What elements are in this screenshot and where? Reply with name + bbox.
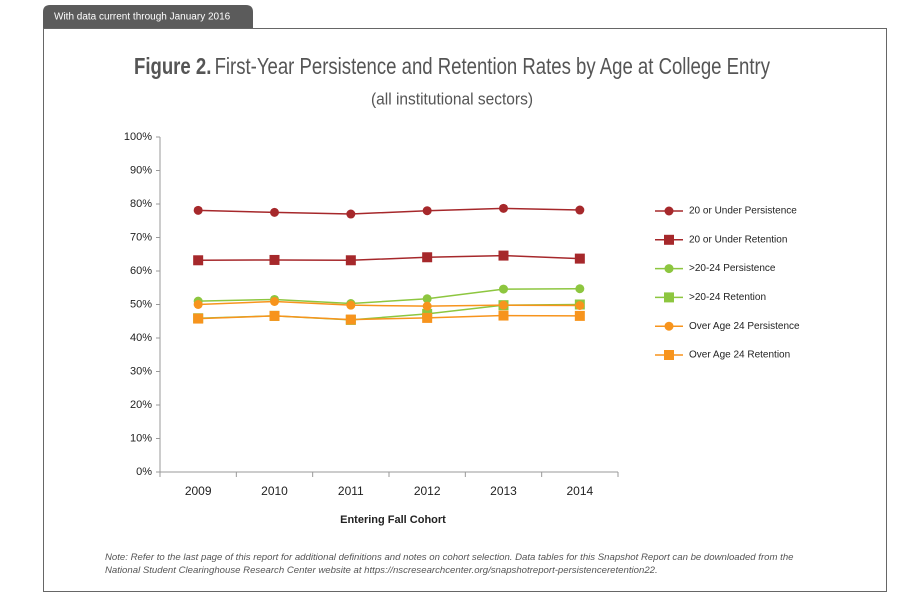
data-point: [574, 310, 585, 321]
series-line: [198, 207, 580, 215]
data-point: [574, 253, 585, 264]
y-tick-label: 60%: [130, 265, 152, 277]
legend-marker: [664, 206, 674, 216]
y-tick-label: 80%: [130, 198, 152, 210]
y-tick-label: 30%: [130, 365, 152, 377]
legend-label: >20-24 Retention: [689, 292, 766, 303]
data-point: [193, 300, 203, 309]
x-tick-label: 2011: [338, 484, 364, 498]
x-tick-label: 2012: [414, 484, 441, 498]
series-line: [198, 303, 580, 321]
data-point: [422, 301, 432, 311]
data-point: [422, 252, 433, 263]
x-axis-label: Entering Fall Cohort: [340, 514, 446, 526]
data-point: [269, 254, 280, 265]
legend-label: >20-24 Persistence: [689, 263, 776, 274]
data-point: [499, 203, 508, 213]
legend-marker: [664, 292, 674, 303]
data-point: [345, 255, 356, 266]
y-tick-label: 50%: [130, 298, 152, 310]
legend-marker: [664, 321, 674, 331]
y-tick-label: 10%: [130, 432, 152, 444]
series-line: [198, 254, 580, 262]
series-line: [198, 300, 580, 307]
legend-label: 20 or Under Retention: [689, 234, 787, 245]
data-point: [498, 250, 509, 261]
legend-label: 20 or Under Persistence: [689, 206, 797, 217]
y-tick-label: 100%: [124, 131, 152, 143]
figure-label: Figure 2.: [134, 53, 211, 79]
data-point: [499, 284, 508, 294]
data-point: [346, 300, 356, 310]
data-point: [269, 310, 280, 321]
series-line: [198, 288, 580, 305]
x-tick-label: 2009: [185, 484, 212, 498]
data-point: [422, 312, 433, 323]
chart-title: Figure 2.First-Year Persistence and Rete…: [134, 53, 770, 79]
data-point: [422, 206, 432, 216]
y-tick-label: 70%: [130, 231, 152, 243]
data-point: [270, 207, 279, 217]
legend-label: Over Age 24 Persistence: [689, 321, 800, 332]
y-tick-label: 20%: [130, 399, 152, 411]
title: First-Year Persistence and Retention Rat…: [215, 53, 771, 79]
data-point: [575, 205, 585, 215]
y-tick-label: 40%: [130, 332, 152, 344]
data-point: [193, 205, 203, 215]
data-point: [193, 313, 204, 324]
x-tick-label: 2014: [566, 484, 593, 498]
data-point: [270, 296, 279, 306]
legend-marker: [664, 234, 674, 245]
data-point: [345, 314, 356, 325]
legend-marker: [664, 264, 674, 274]
data-point: [422, 294, 432, 304]
data-point: [575, 284, 585, 294]
note: Note: Refer to the last page of this rep…: [105, 552, 794, 576]
legend-marker: [664, 350, 674, 360]
y-tick-label: 0%: [136, 466, 152, 478]
tag-background: [43, 5, 253, 28]
data-point: [499, 300, 508, 310]
series-line: [198, 314, 580, 321]
data-point: [193, 255, 204, 266]
frame: [43, 28, 887, 592]
x-tick-label: 2013: [490, 484, 517, 498]
legend-label: Over Age 24 Retention: [689, 350, 790, 361]
y-tick-label: 90%: [130, 164, 152, 176]
x-tick-label: 2010: [261, 484, 288, 498]
data-point: [575, 301, 585, 311]
data-point: [346, 209, 356, 219]
tag: With data current through January 2016: [54, 12, 231, 23]
subtitle: (all institutional sectors): [371, 89, 533, 108]
data-point: [498, 310, 509, 321]
